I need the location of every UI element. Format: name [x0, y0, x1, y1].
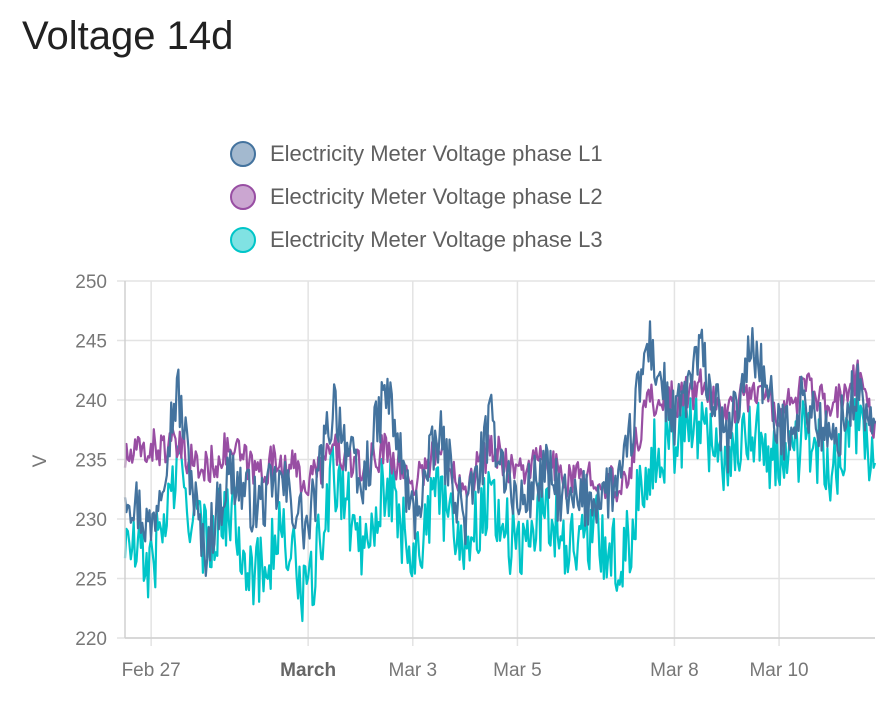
y-tick-label: 225	[75, 570, 107, 591]
legend-item-l2[interactable]: Electricity Meter Voltage phase L2	[230, 175, 603, 218]
card-title: Voltage 14d	[22, 14, 234, 58]
x-tick-label: Mar 5	[493, 660, 542, 681]
legend-swatch-l2	[230, 183, 256, 210]
legend-item-l1[interactable]: Electricity Meter Voltage phase L1	[230, 132, 603, 175]
x-tick-label: Mar 8	[650, 660, 699, 681]
x-tick-label: Mar 10	[749, 660, 808, 681]
y-tick-label: 220	[75, 629, 107, 650]
series-line-1[interactable]	[123, 320, 877, 577]
y-axis-label: V	[30, 454, 51, 467]
series-line-2[interactable]	[123, 359, 877, 503]
legend-label-l2: Electricity Meter Voltage phase L2	[270, 183, 603, 209]
legend-label-l1: Electricity Meter Voltage phase L1	[270, 140, 603, 166]
x-tick-label: Mar 3	[389, 660, 438, 681]
legend-label-l3: Electricity Meter Voltage phase L3	[270, 226, 603, 252]
chart-legend: Electricity Meter Voltage phase L1 Elect…	[230, 132, 603, 261]
chart-series-layer	[123, 320, 877, 623]
legend-swatch-l3	[230, 226, 256, 253]
x-tick-label: Feb 27	[122, 660, 181, 681]
y-tick-label: 245	[75, 332, 107, 353]
y-tick-label: 230	[75, 510, 107, 531]
chart-axes: 220 225 230 235 240 245 250 Feb 27 March Mar 3 Mar…	[75, 272, 875, 681]
legend-item-l3[interactable]: Electricity Meter Voltage phase L3	[230, 218, 603, 261]
x-tick-label: March	[280, 660, 336, 681]
series-line-3[interactable]	[123, 388, 877, 623]
legend-swatch-l1	[230, 140, 256, 167]
y-tick-label: 250	[75, 272, 107, 293]
y-tick-label: 235	[75, 451, 107, 472]
y-tick-label: 240	[75, 391, 107, 412]
